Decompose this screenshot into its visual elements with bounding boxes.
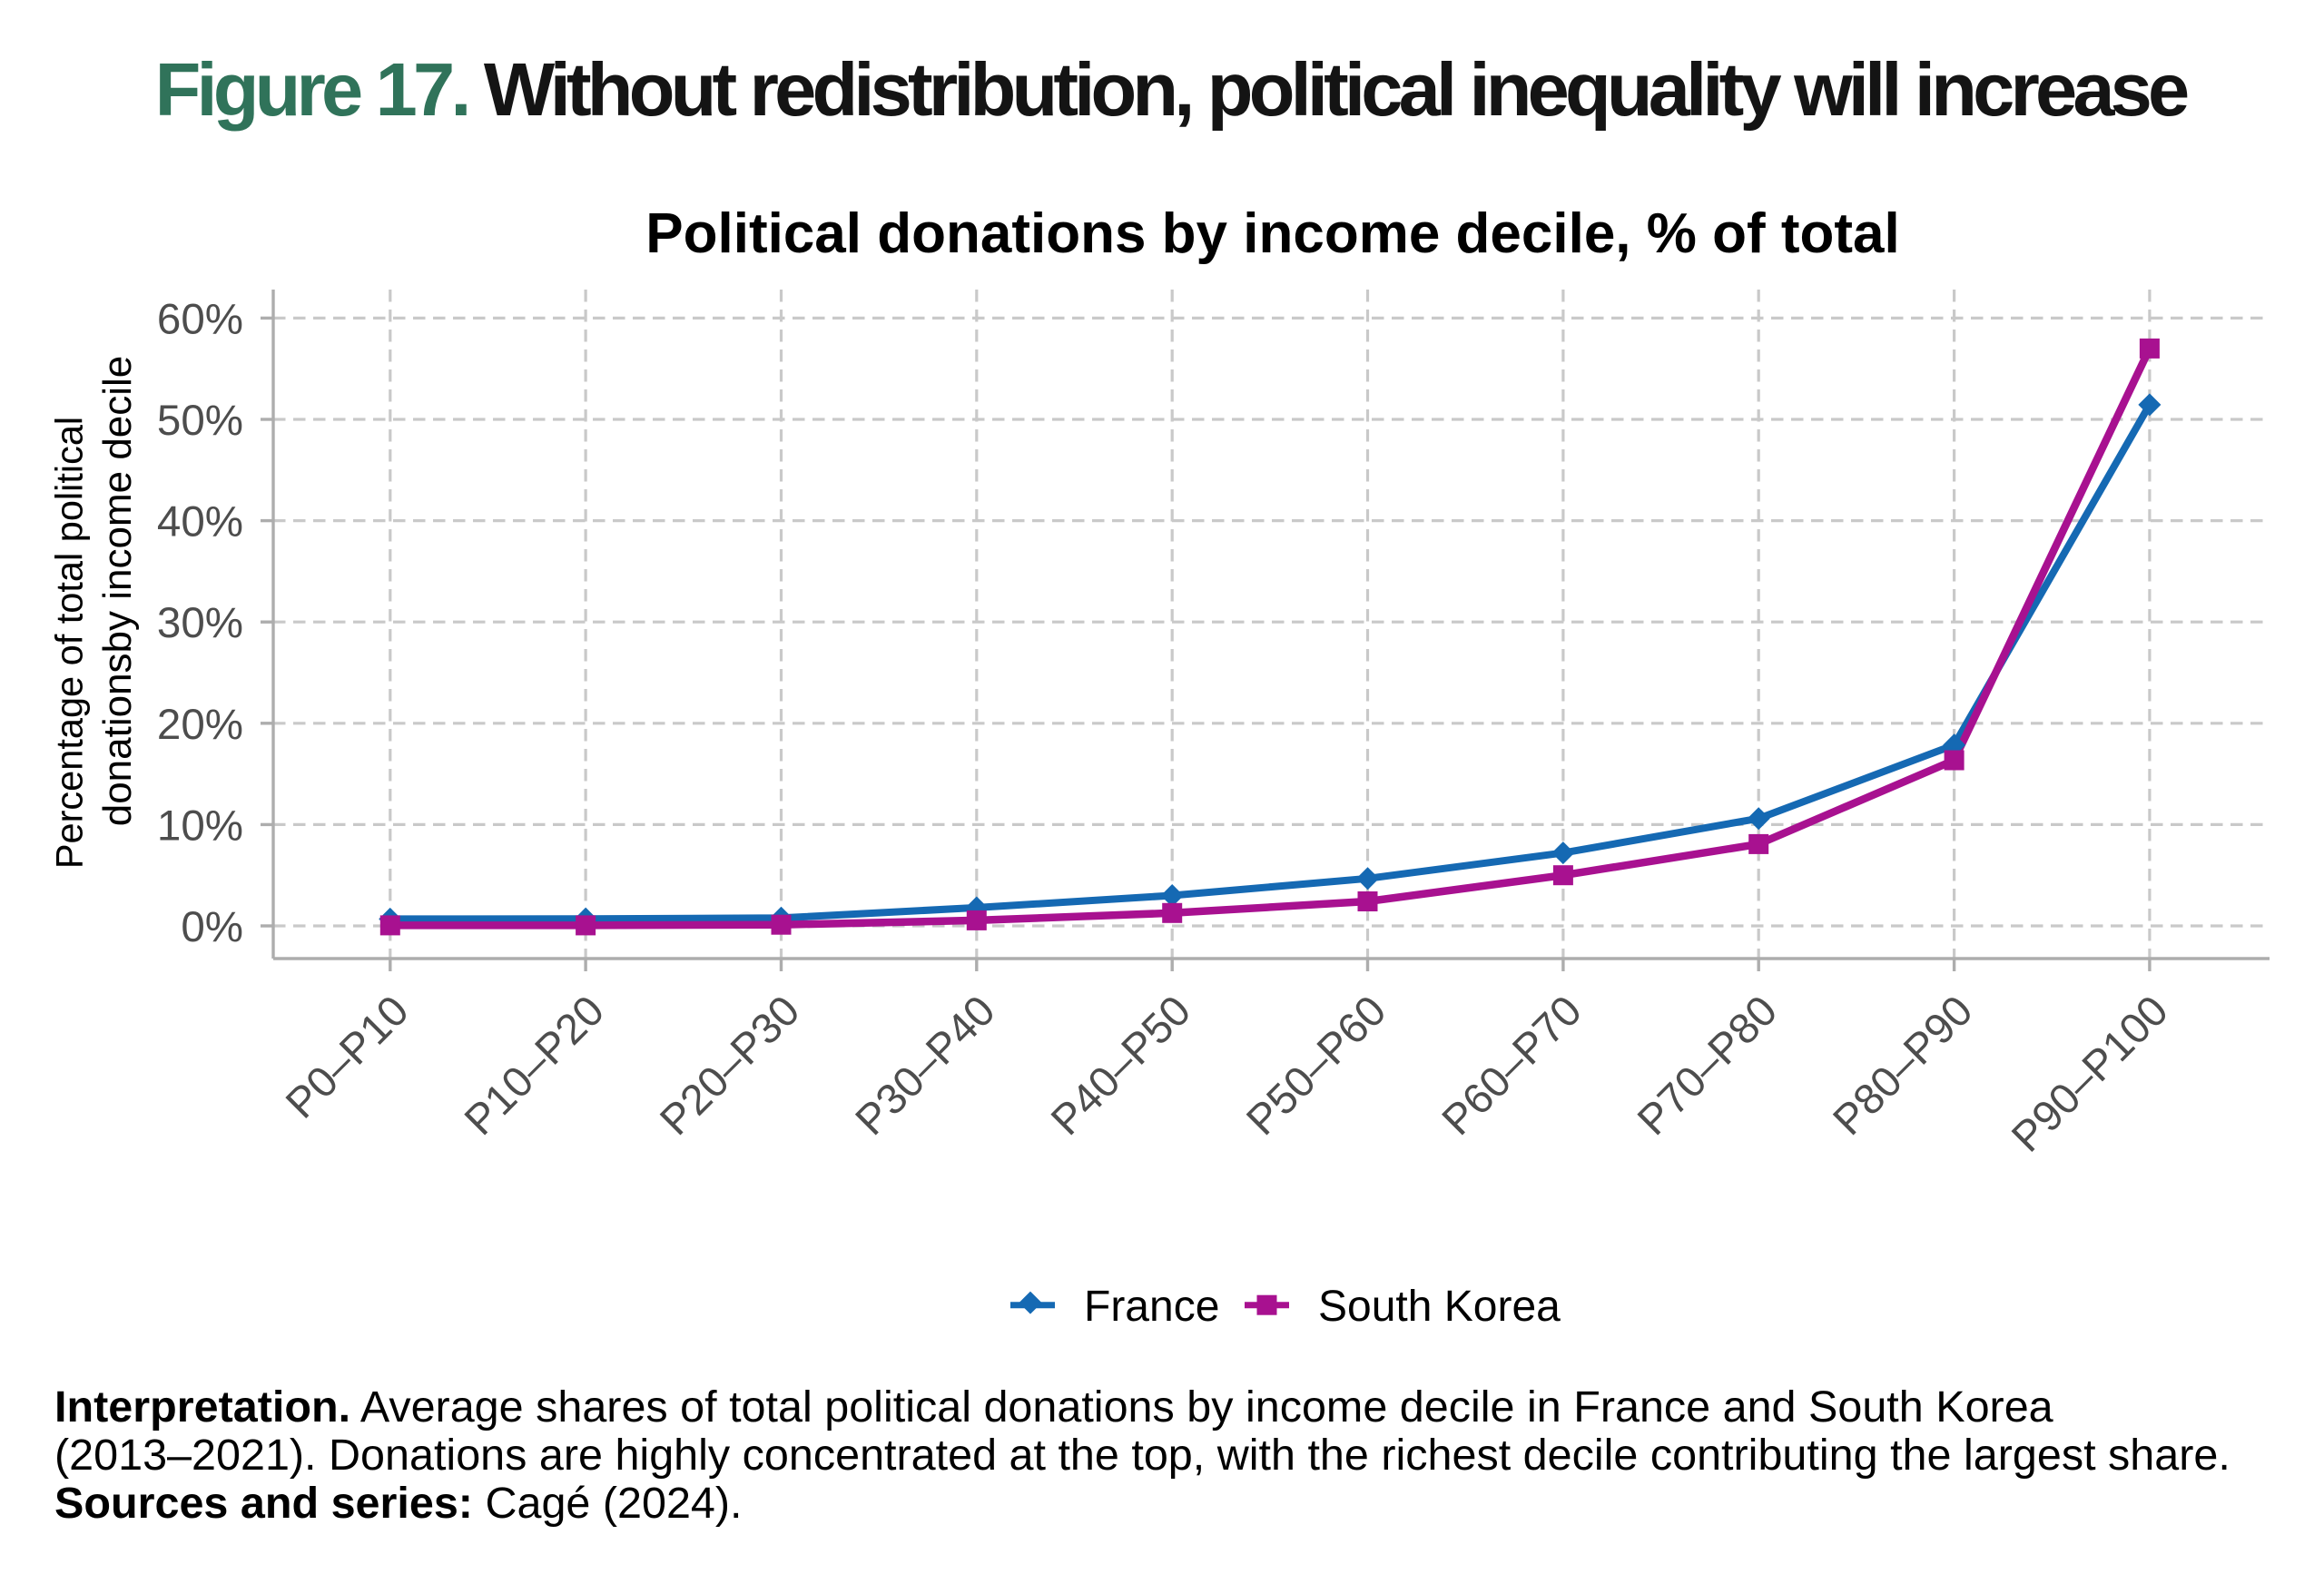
svg-text:Percentage of total political: Percentage of total political	[48, 417, 91, 869]
svg-text:donationsby income decile: donationsby income decile	[95, 356, 140, 827]
svg-text:50%: 50%	[157, 397, 243, 445]
svg-text:40%: 40%	[157, 498, 243, 546]
svg-text:Political donations by income: Political donations by income decile, % …	[645, 202, 1899, 265]
svg-text:Interpretation. Average shares: Interpretation. Average shares of total …	[54, 1382, 2053, 1432]
svg-text:30%: 30%	[157, 599, 243, 647]
svg-text:France: France	[1084, 1283, 1219, 1331]
svg-text:(2013–2021). Donations are hig: (2013–2021). Donations are highly concen…	[54, 1431, 2230, 1480]
svg-text:South Korea: South Korea	[1318, 1283, 1561, 1331]
svg-text:20%: 20%	[157, 701, 243, 749]
svg-text:0%: 0%	[181, 903, 243, 951]
svg-text:Figure 17. Without redistribut: Figure 17. Without redistribution, polit…	[155, 47, 2188, 132]
svg-text:60%: 60%	[157, 295, 243, 343]
svg-text:10%: 10%	[157, 802, 243, 850]
svg-text:Sources and series: Cagé (2024: Sources and series: Cagé (2024).	[54, 1479, 743, 1528]
